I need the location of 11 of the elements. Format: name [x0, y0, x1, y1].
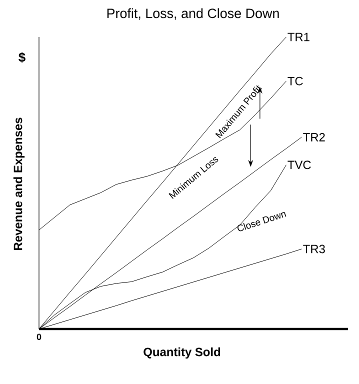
y-axis-title: Revenue and Expenses: [13, 118, 25, 250]
text: 0: [36, 334, 42, 340]
series-label: TR1: [288, 32, 310, 42]
series-label: TR2: [303, 132, 325, 142]
annotation: Close Down: [237, 212, 286, 232]
chart-title: Profit, Loss, and Close Down: [107, 8, 279, 20]
series-label: TVC: [288, 160, 311, 170]
series-label: TC: [288, 76, 303, 86]
series-label: TR3: [303, 244, 325, 254]
x-axis-title: Quantity Sold: [144, 347, 220, 359]
text: $: [18, 52, 26, 63]
